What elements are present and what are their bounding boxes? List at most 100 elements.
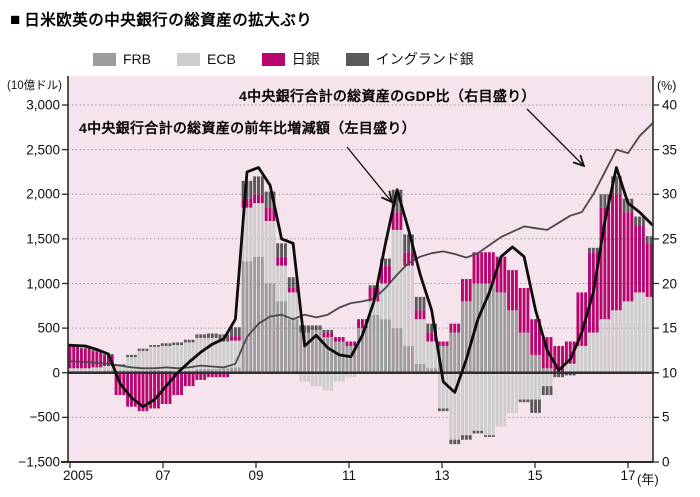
bar-ECB-m107 (480, 372, 484, 431)
legend-swatch-0 (93, 52, 116, 66)
bar-日銀-m5 (87, 348, 91, 369)
bar-日銀-m7 (95, 351, 99, 368)
bar-イングランド銀-m50 (260, 176, 264, 195)
bar-日銀-m118 (522, 287, 526, 333)
bar-ECB-m11 (110, 366, 114, 371)
bar-イングランド銀-m39 (218, 334, 222, 342)
bar-日銀-m116 (514, 270, 518, 311)
bar-日銀-m75 (357, 319, 361, 329)
bar-FRB-m38 (214, 369, 218, 373)
bar-日銀-m138 (599, 207, 603, 320)
bar-FRB-m40 (222, 368, 226, 373)
bar-ECB-m38 (214, 337, 218, 370)
bar-ECB-m117 (518, 372, 522, 400)
bar-日銀-m126 (553, 345, 557, 373)
bar-イングランド銀-m43 (233, 327, 237, 337)
bar-FRB-m82 (384, 319, 387, 373)
bar-FRB-m66 (322, 337, 326, 373)
bar-FRB-m94 (430, 368, 434, 373)
bar-ECB-m136 (591, 332, 595, 373)
bar-日銀-m78 (368, 287, 372, 302)
bar-FRB-m83 (387, 319, 391, 373)
bar-ECB-m68 (330, 372, 334, 391)
bar-イングランド銀-m142 (614, 176, 618, 195)
right-tick-label-6: 10 (662, 365, 678, 381)
bar-ECB-m17 (133, 357, 137, 371)
figure-header: ■ 日米欧英の中央銀行の総資産の拡大ぶり (10, 8, 312, 30)
legend-item-2: 日銀 (261, 49, 320, 69)
bar-ECB-m123 (541, 372, 545, 387)
bar-FRB-m104 (468, 301, 472, 373)
bar-FRB-m110 (491, 283, 495, 373)
bar-イングランド銀-m150 (645, 236, 649, 244)
bar-FRB-m22 (153, 370, 157, 373)
bar-日銀-m133 (580, 292, 584, 346)
bar-イングランド銀-m82 (384, 258, 387, 266)
bar-ECB-m112 (499, 372, 503, 427)
legend-label-1: ECB (207, 51, 236, 67)
bar-日銀-m25 (164, 372, 168, 404)
bar-ECB-m50 (260, 203, 264, 257)
bar-FRB-m120 (530, 354, 534, 373)
annotation-total-change: 4中央銀行合計の総資産の前年比増減額（左目盛り） (79, 120, 416, 136)
bar-イングランド銀-m38 (214, 333, 218, 338)
left-tick-label-0: 3,000 (26, 97, 60, 113)
bar-ECB-m102 (461, 372, 464, 436)
bar-イングランド銀-m126 (553, 372, 557, 378)
bar-FRB-m79 (372, 314, 376, 373)
bar-日銀-m102 (461, 279, 464, 302)
bar-ECB-m32 (191, 342, 195, 371)
bar-イングランド銀-m99 (449, 439, 453, 445)
bar-ECB-m99 (449, 372, 453, 440)
bar-日銀-m12 (114, 372, 118, 396)
bar-日銀-m137 (595, 252, 599, 333)
bar-日銀-m106 (476, 252, 480, 284)
bar-FRB-m37 (210, 369, 214, 373)
bar-イングランド銀-m63 (310, 325, 314, 330)
bar-イングランド銀-m3 (79, 347, 83, 349)
x-tick-label-07: 07 (155, 468, 171, 483)
bar-ECB-m106 (476, 372, 480, 431)
bar-イングランド銀-m100 (453, 439, 457, 445)
bar-イングランド銀-m119 (526, 399, 530, 403)
bar-日銀-m47 (249, 198, 253, 208)
bar-ECB-m59 (295, 292, 299, 320)
bar-ECB-m48 (253, 203, 257, 257)
bar-イングランド銀-m125 (549, 386, 553, 396)
bar-イングランド銀-m97 (441, 408, 445, 412)
bar-ECB-m146 (630, 301, 634, 373)
bar-日銀-m44 (237, 336, 241, 341)
bar-ECB-m93 (426, 341, 430, 369)
left-axis-unit-label: (10億ドル) (7, 80, 62, 92)
bar-イングランド銀-m88 (407, 234, 411, 253)
bar-FRB-m101 (457, 332, 461, 373)
bar-FRB-m113 (503, 292, 507, 373)
bar-イングランド銀-m37 (210, 333, 214, 338)
bar-イングランド銀-m78 (368, 285, 372, 288)
bar-イングランド銀-m136 (591, 247, 595, 253)
bar-日銀-m41 (226, 372, 230, 378)
bar-ECB-m40 (222, 341, 226, 369)
bar-FRB-m44 (237, 367, 241, 373)
bar-イングランド銀-m61 (303, 325, 307, 333)
bar-日銀-m84 (391, 212, 395, 230)
x-tick-label-2005: 2005 (62, 468, 94, 483)
legend-label-0: FRB (123, 51, 151, 67)
bar-イングランド銀-m83 (387, 258, 391, 266)
bar-ECB-m65 (318, 372, 322, 387)
bar-ECB-m6 (91, 367, 95, 371)
bar-ECB-m151 (649, 296, 653, 373)
bar-ECB-m64 (314, 372, 318, 387)
bar-日銀-m23 (156, 372, 160, 409)
bar-FRB-m123 (541, 368, 545, 373)
bar-ECB-m1 (72, 368, 76, 371)
bar-日銀-m1 (72, 345, 76, 369)
bar-FRB-m114 (507, 310, 511, 373)
bar-日銀-m103 (464, 279, 468, 302)
bar-ECB-m46 (245, 207, 249, 262)
bar-ECB-m90 (414, 319, 418, 364)
bar-イングランド銀-m92 (422, 296, 426, 311)
bar-ECB-m118 (522, 372, 526, 400)
bar-FRB-m61 (303, 332, 307, 373)
